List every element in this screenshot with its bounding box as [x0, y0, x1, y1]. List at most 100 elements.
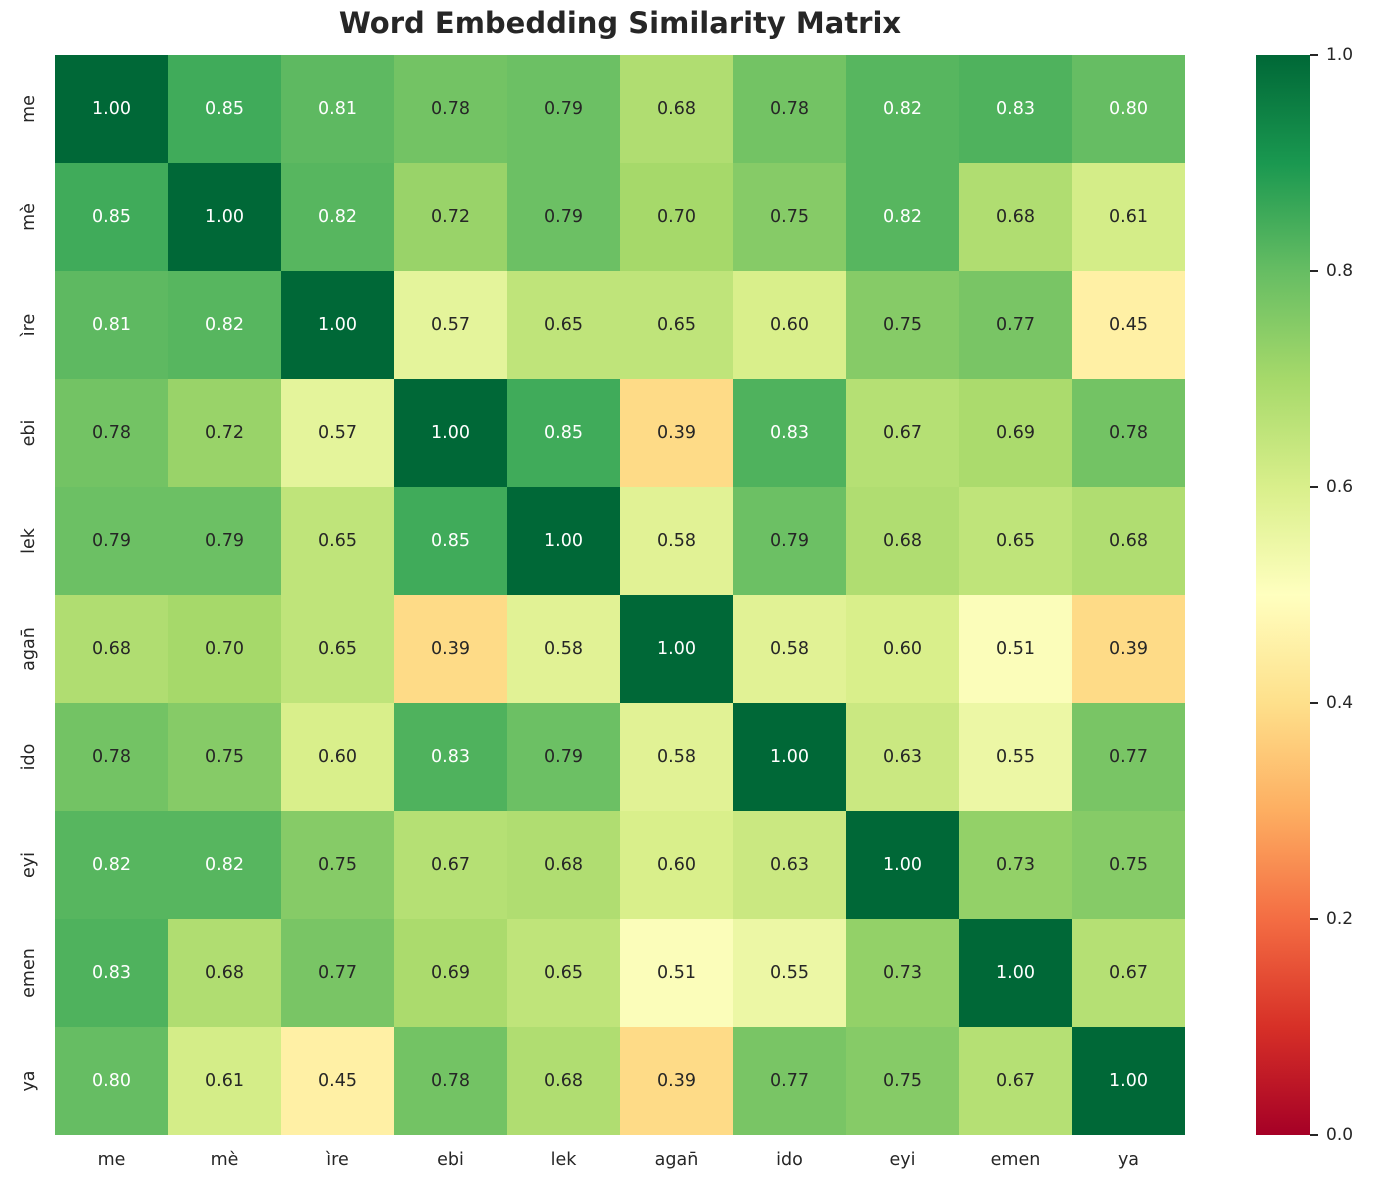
cell-value: 0.39	[431, 639, 470, 659]
heatmap-cell: 0.81	[55, 271, 168, 379]
cell-value: 0.78	[431, 1071, 470, 1091]
chart-title: Word Embedding Similarity Matrix	[338, 6, 902, 40]
heatmap-cell: 0.85	[394, 487, 507, 595]
heatmap-cell: 0.58	[620, 487, 733, 595]
cell-value: 0.70	[657, 207, 696, 227]
heatmap-cell: 0.68	[846, 487, 959, 595]
heatmap-cell: 0.60	[733, 271, 846, 379]
heatmap-cell: 0.79	[507, 55, 620, 163]
cell-value: 0.65	[996, 531, 1035, 551]
heatmap-cell: 0.75	[846, 271, 959, 379]
heatmap-cell: 0.80	[55, 1027, 168, 1135]
cell-value: 0.68	[1109, 531, 1148, 551]
cell-value: 0.39	[657, 423, 696, 443]
cell-value: 0.85	[544, 423, 583, 443]
cell-value: 0.57	[431, 315, 470, 335]
heatmap-cell: 0.79	[168, 487, 281, 595]
heatmap-cell: 0.51	[620, 919, 733, 1027]
x-tick-label: lek	[550, 1150, 577, 1170]
heatmap-grid: 1.00 0.85 0.81 0.78 0.79 0.68 0.78 0.82 0.83 0.80…	[55, 55, 1185, 1135]
cell-value: 0.77	[1109, 747, 1148, 767]
heatmap-cell: 0.78	[394, 55, 507, 163]
cell-value: 0.68	[883, 531, 922, 551]
colorbar-tick-label: 0.0	[1326, 1125, 1354, 1145]
cell-value: 0.73	[883, 963, 922, 983]
cell-value: 0.82	[205, 315, 244, 335]
cell-value: 0.69	[996, 423, 1035, 443]
cell-value: 0.79	[770, 531, 809, 551]
heatmap-cell: 0.45	[281, 1027, 394, 1135]
heatmap-cell: 0.69	[959, 379, 1072, 487]
cell-value: 0.75	[318, 855, 357, 875]
cell-value: 0.68	[996, 207, 1035, 227]
y-tick-label: ya	[19, 1070, 39, 1092]
cell-value: 1.00	[883, 855, 922, 875]
cell-value: 0.68	[544, 855, 583, 875]
cell-value: 0.60	[657, 855, 696, 875]
y-tick-label: me	[19, 95, 39, 123]
heatmap-cell: 0.57	[394, 271, 507, 379]
heatmap-cell: 0.78	[55, 703, 168, 811]
heatmap-cell: 1.00	[846, 811, 959, 919]
heatmap-cell: 0.85	[507, 379, 620, 487]
heatmap-cell: 1.00	[168, 163, 281, 271]
cell-value: 0.67	[431, 855, 470, 875]
heatmap-cell: 0.79	[55, 487, 168, 595]
y-tick-label: ìre	[19, 313, 39, 337]
cell-value: 0.65	[657, 315, 696, 335]
heatmap-cell: 0.77	[1072, 703, 1185, 811]
heatmap-cell: 0.78	[733, 55, 846, 163]
heatmap-cell: 0.55	[733, 919, 846, 1027]
cell-value: 0.78	[770, 99, 809, 119]
cell-value: 0.83	[431, 747, 470, 767]
x-tick-label: ya	[1117, 1150, 1140, 1170]
heatmap-cell: 0.82	[168, 271, 281, 379]
heatmap-cell: 0.51	[959, 595, 1072, 703]
cell-value: 0.83	[92, 963, 131, 983]
cell-value: 0.58	[657, 747, 696, 767]
heatmap-cell: 0.78	[55, 379, 168, 487]
heatmap-cell: 0.57	[281, 379, 394, 487]
colorbar-tick-mark	[1310, 1134, 1318, 1136]
cell-value: 0.85	[205, 99, 244, 119]
cell-value: 0.82	[92, 855, 131, 875]
cell-value: 0.72	[205, 423, 244, 443]
heatmap-cell: 0.83	[55, 919, 168, 1027]
cell-value: 0.75	[883, 315, 922, 335]
heatmap-cell: 0.85	[55, 163, 168, 271]
cell-value: 0.68	[205, 963, 244, 983]
y-tick-label: ebi	[19, 419, 39, 447]
heatmap-cell: 0.68	[959, 163, 1072, 271]
heatmap-cell: 0.83	[394, 703, 507, 811]
heatmap-cell: 1.00	[55, 55, 168, 163]
heatmap-cell: 0.65	[959, 487, 1072, 595]
heatmap-cell: 0.58	[733, 595, 846, 703]
cell-value: 0.75	[1109, 855, 1148, 875]
y-tick-label: ido	[19, 743, 39, 771]
heatmap-cell: 0.83	[733, 379, 846, 487]
heatmap-cell: 0.68	[55, 595, 168, 703]
cell-value: 0.75	[205, 747, 244, 767]
cell-value: 0.55	[770, 963, 809, 983]
heatmap-cell: 1.00	[959, 919, 1072, 1027]
heatmap-cell: 0.60	[281, 703, 394, 811]
heatmap-cell: 0.70	[620, 163, 733, 271]
cell-value: 1.00	[996, 963, 1035, 983]
heatmap-cell: 1.00	[1072, 1027, 1185, 1135]
cell-value: 0.73	[996, 855, 1035, 875]
y-tick-label: agan̄	[19, 627, 39, 671]
colorbar-tick-mark	[1310, 486, 1318, 488]
heatmap-cell: 0.77	[733, 1027, 846, 1135]
cell-value: 0.60	[318, 747, 357, 767]
heatmap-cell: 0.82	[846, 55, 959, 163]
cell-value: 0.85	[92, 207, 131, 227]
cell-value: 0.68	[92, 639, 131, 659]
cell-value: 1.00	[318, 315, 357, 335]
x-tick-label: agan̄	[654, 1150, 699, 1170]
cell-value: 0.80	[1109, 99, 1148, 119]
cell-value: 1.00	[770, 747, 809, 767]
cell-value: 0.79	[544, 207, 583, 227]
heatmap-cell: 1.00	[620, 595, 733, 703]
cell-value: 0.72	[431, 207, 470, 227]
